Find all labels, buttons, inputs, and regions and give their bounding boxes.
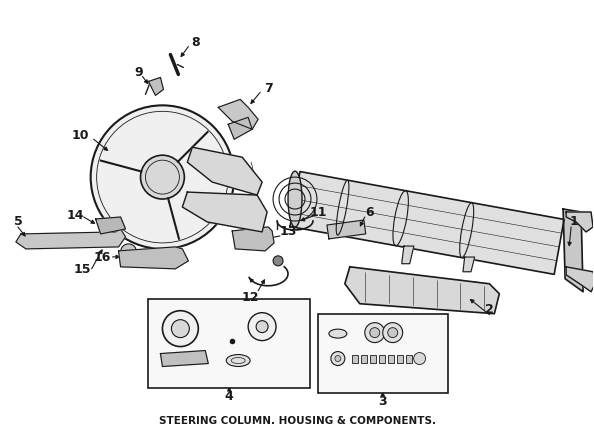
Text: 14: 14 xyxy=(67,208,84,221)
Text: STEERING COLUMN. HOUSING & COMPONENTS.: STEERING COLUMN. HOUSING & COMPONENTS. xyxy=(159,415,435,425)
Circle shape xyxy=(365,323,385,343)
Bar xyxy=(148,299,310,389)
Circle shape xyxy=(273,256,283,266)
Text: 5: 5 xyxy=(14,215,23,228)
Polygon shape xyxy=(566,267,594,292)
Circle shape xyxy=(256,321,268,333)
Polygon shape xyxy=(463,258,475,272)
Polygon shape xyxy=(16,230,125,249)
Bar xyxy=(379,355,385,362)
Circle shape xyxy=(413,353,425,365)
Bar xyxy=(369,355,376,362)
Polygon shape xyxy=(148,78,163,96)
Text: 9: 9 xyxy=(134,66,143,79)
Text: 16: 16 xyxy=(94,251,111,264)
Circle shape xyxy=(248,313,276,341)
Text: 12: 12 xyxy=(241,291,259,304)
Text: 13: 13 xyxy=(279,225,297,238)
Text: 3: 3 xyxy=(378,394,387,407)
Bar xyxy=(318,314,447,393)
Circle shape xyxy=(172,320,189,338)
Ellipse shape xyxy=(288,172,302,227)
Bar xyxy=(388,355,394,362)
Text: 11: 11 xyxy=(309,205,327,218)
Text: 15: 15 xyxy=(74,263,91,276)
Polygon shape xyxy=(290,172,564,275)
Circle shape xyxy=(383,323,403,343)
Polygon shape xyxy=(119,247,188,269)
Text: 6: 6 xyxy=(365,205,374,218)
Bar xyxy=(352,355,358,362)
Polygon shape xyxy=(402,246,414,264)
Ellipse shape xyxy=(226,355,250,367)
Text: 10: 10 xyxy=(72,129,90,141)
Polygon shape xyxy=(566,212,593,232)
Polygon shape xyxy=(228,118,252,140)
Polygon shape xyxy=(218,100,258,130)
Circle shape xyxy=(369,328,380,338)
Text: 7: 7 xyxy=(264,82,273,95)
Circle shape xyxy=(141,156,184,200)
Polygon shape xyxy=(182,193,267,232)
Polygon shape xyxy=(327,221,366,240)
Circle shape xyxy=(162,311,198,347)
Bar xyxy=(397,355,403,362)
Circle shape xyxy=(91,106,234,249)
Text: 2: 2 xyxy=(485,302,494,316)
Polygon shape xyxy=(345,267,500,314)
Polygon shape xyxy=(187,148,262,196)
Polygon shape xyxy=(563,209,583,292)
Polygon shape xyxy=(96,218,125,234)
Bar xyxy=(406,355,412,362)
Text: 1: 1 xyxy=(570,215,579,228)
Text: 8: 8 xyxy=(191,36,200,49)
Circle shape xyxy=(121,244,137,260)
Polygon shape xyxy=(232,227,274,251)
Circle shape xyxy=(335,356,341,362)
Ellipse shape xyxy=(329,329,347,338)
Text: 4: 4 xyxy=(225,389,233,402)
Polygon shape xyxy=(160,351,208,367)
Bar xyxy=(361,355,366,362)
Circle shape xyxy=(331,352,345,365)
Circle shape xyxy=(388,328,397,338)
